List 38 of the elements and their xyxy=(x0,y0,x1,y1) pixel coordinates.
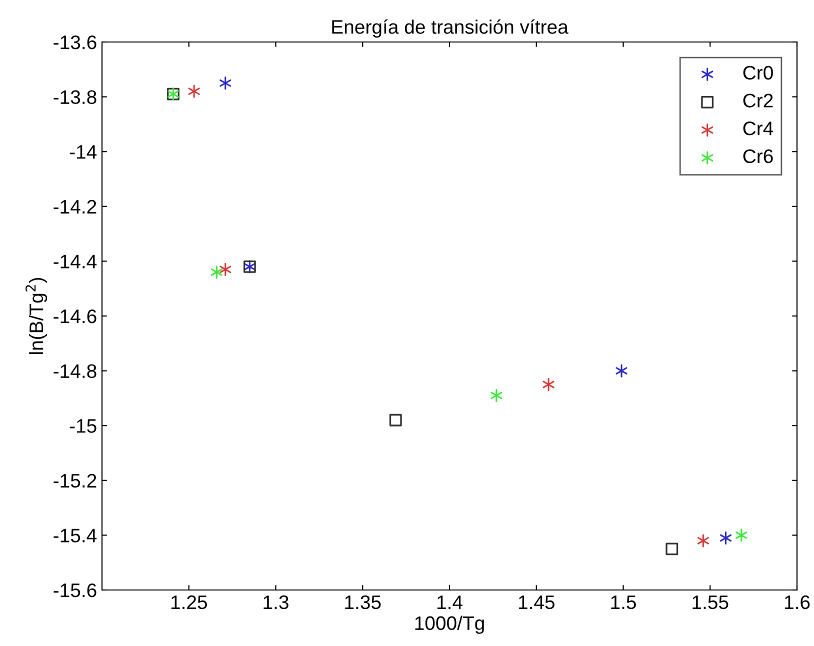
point xyxy=(389,414,402,426)
point xyxy=(697,534,709,548)
x-tick-label: 1.3 xyxy=(264,595,288,610)
y-tick-label: -14 xyxy=(70,145,97,159)
legend-label: Cr0 xyxy=(743,66,773,80)
point xyxy=(210,266,222,279)
x-tick-label: 1.5 xyxy=(611,596,636,610)
y-tick-label: -14.2 xyxy=(54,200,96,214)
x-tick-label: 1.4 xyxy=(437,596,462,609)
y-tick-label: -15.4 xyxy=(54,528,97,542)
y-tick-label: -15.6 xyxy=(54,583,96,598)
x-tick-label: 1.55 xyxy=(692,596,728,610)
y-tick-label: -15 xyxy=(70,419,96,433)
point xyxy=(220,76,232,90)
point xyxy=(666,542,678,556)
point xyxy=(490,388,502,402)
legend-label: Cr6 xyxy=(743,149,773,164)
point xyxy=(220,262,232,276)
x-tick-label: 1.45 xyxy=(518,596,554,610)
point xyxy=(188,84,200,98)
point xyxy=(542,378,554,392)
chart-title: Energía de transición vítrea xyxy=(332,19,568,38)
point xyxy=(616,364,628,378)
legend-label: Cr4 xyxy=(743,122,774,136)
y-tick-label: -14.4 xyxy=(54,254,97,268)
y-axis-title: ln(B/Tg$^{2}$) xyxy=(25,278,48,354)
x-axis-title: 1000/Tg xyxy=(415,616,484,634)
y-tick-label: -14.6 xyxy=(54,309,96,324)
x-tick-label: 1.25 xyxy=(171,595,207,610)
point xyxy=(720,531,732,545)
y-tick-label: -13.8 xyxy=(54,90,96,104)
y-tick-label: -15.2 xyxy=(54,474,96,488)
legend-label: Cr2 xyxy=(743,94,773,108)
y-tick-label: -14.8 xyxy=(54,364,96,378)
point xyxy=(736,528,748,542)
x-tick-label: 1.35 xyxy=(345,595,381,610)
y-tick-label: -13.6 xyxy=(54,35,96,50)
x-tick-label: 1.6 xyxy=(784,595,810,610)
